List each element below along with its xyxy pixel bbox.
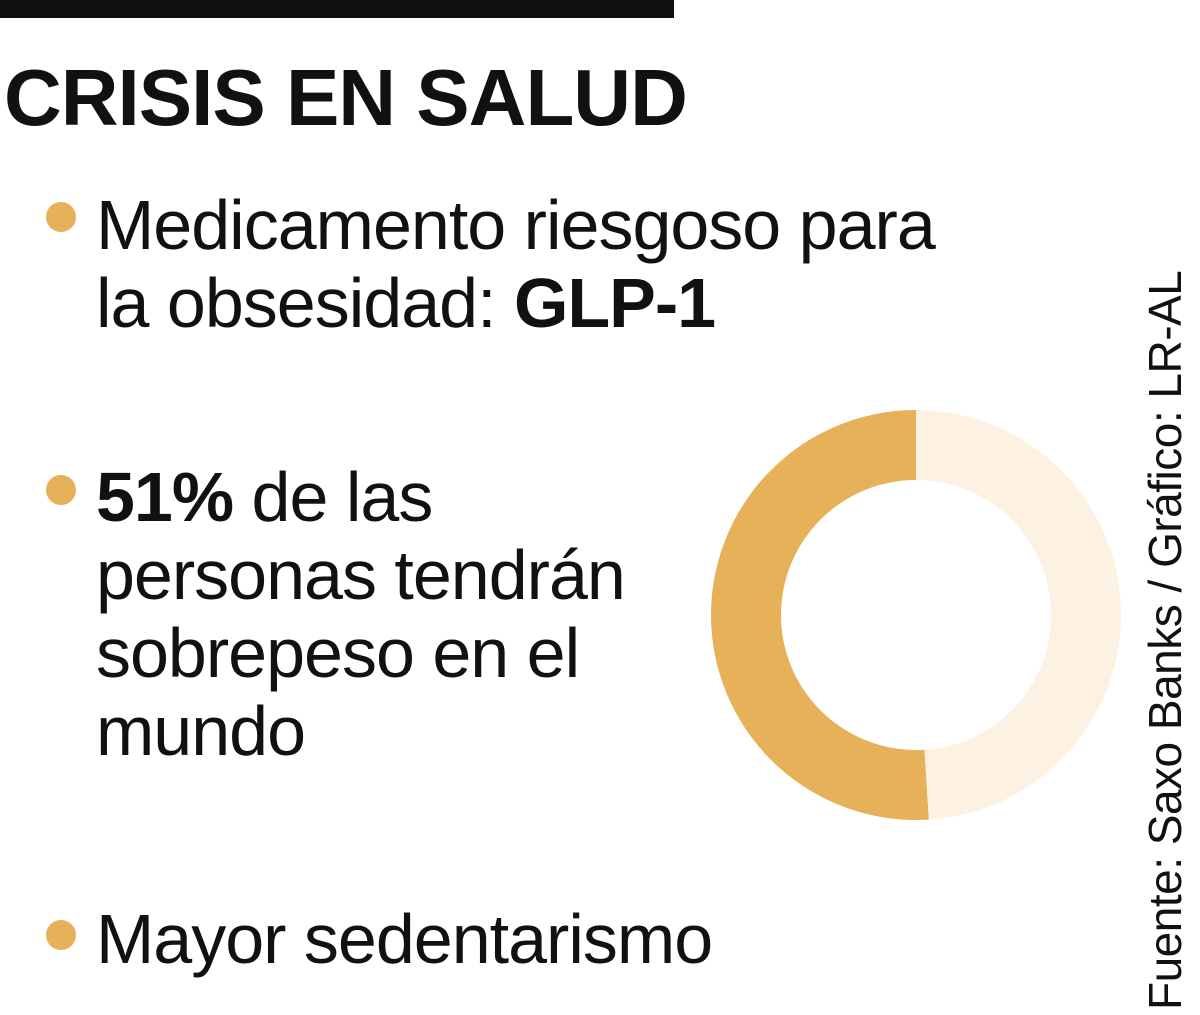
bullet-text: Medicamento riesgoso para la obsesidad: … <box>96 186 936 342</box>
bullet-line: sobrepeso en el <box>96 614 580 692</box>
bullet-dot-icon <box>46 920 76 950</box>
bullet-dot-icon <box>46 202 76 232</box>
bullet-line: Medicamento riesgoso para <box>96 186 936 264</box>
bullet-line: personas tendrán <box>96 536 626 614</box>
donut-slice-remainder <box>916 410 1122 820</box>
bullet-text: Mayor sedentarismo <box>96 900 713 978</box>
bullet-text-prefix: la obsesidad: <box>96 264 514 342</box>
page-title: CRISIS EN SALUD <box>4 53 688 142</box>
donut-chart-svg <box>711 410 1122 820</box>
source-credit: Fuente: Saxo Banks / Gráfico: LR-AL <box>1139 270 1191 1010</box>
bullet-line: la obsesidad: GLP-1 <box>96 264 935 342</box>
bullet-dot-icon <box>46 475 76 505</box>
bullet-item-overweight: 51% de las personas tendrán sobrepeso en… <box>46 458 626 770</box>
bullet-line: mundo <box>96 692 306 770</box>
top-bar <box>0 0 674 18</box>
bullet-item-medication: Medicamento riesgoso para la obsesidad: … <box>46 186 936 342</box>
donut-slice-overweight <box>711 410 929 820</box>
bullet-text-rest: de las <box>233 458 434 536</box>
bullet-line: 51% de las <box>96 458 625 536</box>
bullet-item-sedentarism: Mayor sedentarismo <box>46 900 713 978</box>
percentage-value: 51% <box>96 458 234 536</box>
bullet-line: Mayor sedentarismo <box>96 900 713 978</box>
drug-name: GLP-1 <box>513 264 716 342</box>
donut-chart <box>706 405 1126 825</box>
bullet-text: 51% de las personas tendrán sobrepeso en… <box>96 458 626 770</box>
